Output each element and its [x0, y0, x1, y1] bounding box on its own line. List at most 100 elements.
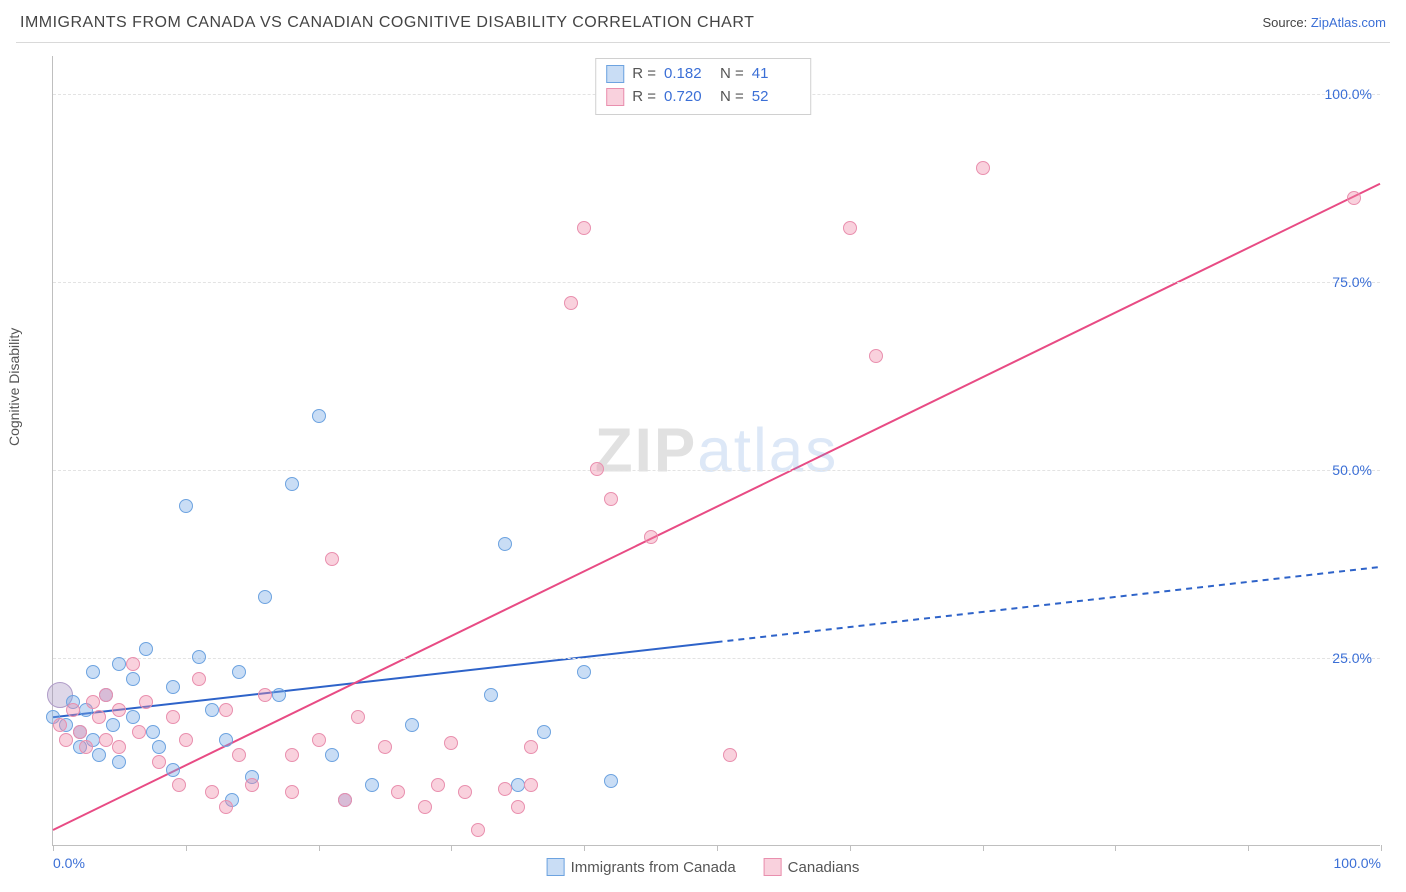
r-value: 0.720 — [664, 86, 712, 109]
data-point-canadians — [73, 725, 87, 739]
data-point-immigrants — [86, 665, 100, 679]
y-tick-label: 75.0% — [1332, 274, 1372, 290]
x-tick-mark — [584, 845, 585, 851]
trend-lines-layer — [53, 56, 1380, 845]
data-point-canadians — [99, 733, 113, 747]
gridline-h — [53, 470, 1380, 471]
data-point-immigrants — [272, 688, 286, 702]
data-point-immigrants — [112, 755, 126, 769]
data-point-canadians — [577, 221, 591, 235]
data-point-immigrants — [126, 710, 140, 724]
n-value: 41 — [752, 63, 800, 86]
data-point-immigrants — [152, 740, 166, 754]
data-point-canadians — [723, 748, 737, 762]
data-point-immigrants — [365, 778, 379, 792]
data-point-canadians — [132, 725, 146, 739]
swatch-canadians — [764, 858, 782, 876]
data-point-canadians — [564, 296, 578, 310]
legend-item-canadians: Canadians — [764, 858, 860, 876]
data-point-canadians — [590, 462, 604, 476]
y-tick-label: 25.0% — [1332, 650, 1372, 666]
series-legend: Immigrants from Canada Canadians — [547, 858, 860, 876]
data-point-immigrants — [511, 778, 525, 792]
x-tick-label: 100.0% — [1334, 855, 1381, 871]
data-point-immigrants — [498, 537, 512, 551]
header-divider — [16, 42, 1390, 43]
data-point-canadians — [285, 748, 299, 762]
data-point-canadians — [179, 733, 193, 747]
x-tick-mark — [1115, 845, 1116, 851]
legend-item-immigrants: Immigrants from Canada — [547, 858, 736, 876]
x-tick-label: 0.0% — [53, 855, 85, 871]
data-point-immigrants — [92, 748, 106, 762]
n-label: N = — [720, 86, 744, 109]
data-point-canadians — [511, 800, 525, 814]
data-point-canadians — [219, 800, 233, 814]
data-point-immigrants — [219, 733, 233, 747]
r-label: R = — [632, 63, 656, 86]
data-point-canadians — [391, 785, 405, 799]
data-point-immigrants — [192, 650, 206, 664]
data-point-canadians — [166, 710, 180, 724]
data-point-canadians — [112, 703, 126, 717]
x-tick-mark — [983, 845, 984, 851]
data-point-immigrants — [537, 725, 551, 739]
data-point-canadians — [378, 740, 392, 754]
x-tick-mark — [186, 845, 187, 851]
n-label: N = — [720, 63, 744, 86]
data-point-canadians — [325, 552, 339, 566]
data-point-canadians — [139, 695, 153, 709]
data-point-canadians — [66, 703, 80, 717]
data-point-canadians — [112, 740, 126, 754]
data-point-immigrants — [577, 665, 591, 679]
stats-legend-box: R =0.182N =41R =0.720N =52 — [595, 58, 811, 115]
data-point-immigrants — [146, 725, 160, 739]
data-point-canadians — [285, 785, 299, 799]
data-point-canadians — [351, 710, 365, 724]
data-point-immigrants — [258, 590, 272, 604]
data-point-immigrants — [232, 665, 246, 679]
swatch-immigrants — [606, 65, 624, 83]
data-point-immigrants — [312, 409, 326, 423]
data-point-immigrants — [205, 703, 219, 717]
data-point-canadians — [192, 672, 206, 686]
data-point-canadians — [79, 740, 93, 754]
data-point-immigrants — [325, 748, 339, 762]
data-point-immigrants — [179, 499, 193, 513]
x-tick-mark — [1248, 845, 1249, 851]
stats-row-immigrants: R =0.182N =41 — [606, 63, 800, 86]
data-point-canadians — [152, 755, 166, 769]
data-point-canadians — [312, 733, 326, 747]
data-point-canadians — [471, 823, 485, 837]
data-point-canadians — [258, 688, 272, 702]
gridline-h — [53, 282, 1380, 283]
data-point-canadians — [219, 703, 233, 717]
x-tick-mark — [1381, 845, 1382, 851]
data-point-canadians — [418, 800, 432, 814]
data-point-immigrants — [405, 718, 419, 732]
data-point-canadians — [338, 793, 352, 807]
data-point-canadians — [172, 778, 186, 792]
stats-row-canadians: R = 0.720 N = 52 — [606, 86, 800, 109]
n-value: 52 — [752, 86, 800, 109]
legend-label: Canadians — [788, 859, 860, 876]
data-point-canadians — [431, 778, 445, 792]
data-point-canadians — [205, 785, 219, 799]
data-point-immigrants — [484, 688, 498, 702]
r-label: R = — [632, 86, 656, 109]
data-point-canadians — [604, 492, 618, 506]
x-tick-mark — [451, 845, 452, 851]
data-point-canadians — [644, 530, 658, 544]
trend-line-canadians — [53, 184, 1380, 830]
data-point-immigrants — [285, 477, 299, 491]
data-point-immigrants — [166, 680, 180, 694]
source-link[interactable]: ZipAtlas.com — [1311, 15, 1386, 30]
data-point-immigrants — [139, 642, 153, 656]
data-point-canadians — [126, 657, 140, 671]
trend-line-immigrants — [53, 642, 717, 717]
x-tick-mark — [53, 845, 54, 851]
data-point-canadians — [245, 778, 259, 792]
trend-line-immigrants-dashed — [717, 567, 1381, 642]
data-point-immigrants — [604, 774, 618, 788]
data-point-canadians — [458, 785, 472, 799]
